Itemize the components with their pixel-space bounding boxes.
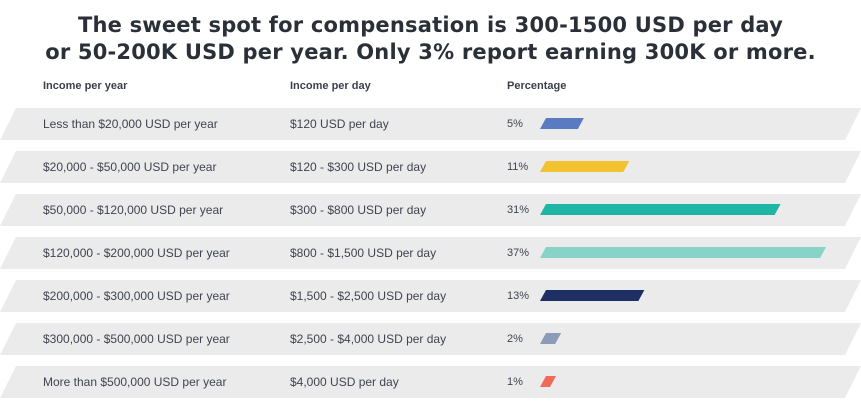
table-row: $200,000 - $300,000 USD per year $1,500 -… (0, 280, 861, 312)
row-band (0, 108, 861, 140)
row-background (0, 366, 861, 398)
income-per-day-cell: $300 - $800 USD per day (290, 203, 427, 217)
row-band (0, 280, 861, 312)
row-background (0, 151, 861, 183)
bar-shape (540, 204, 781, 215)
income-per-day-cell: $800 - $1,500 USD per day (290, 246, 437, 260)
row-background (0, 194, 861, 226)
row-band (0, 194, 861, 226)
bar-shape (540, 161, 630, 172)
percentage-label: 1% (507, 376, 523, 388)
income-per-year-cell: More than $500,000 USD per year (43, 375, 227, 389)
chart-title: The sweet spot for compensation is 300-1… (0, 12, 861, 66)
percentage-label: 31% (507, 204, 530, 216)
income-per-day-cell: $4,000 USD per day (290, 375, 399, 389)
percentage-label: 2% (507, 333, 523, 345)
chart-title-line-2: or 50-200K USD per year. Only 3% report … (45, 40, 816, 64)
percentage-bar (540, 333, 562, 344)
bar-shape (540, 247, 826, 258)
row-background (0, 237, 861, 269)
percentage-bar (540, 376, 556, 387)
table-row: More than $500,000 USD per year $4,000 US… (0, 366, 861, 398)
row-background (0, 280, 861, 312)
table-row: $120,000 - $200,000 USD per year $800 - $… (0, 237, 861, 269)
percentage-bar (540, 290, 645, 301)
bar-shape (540, 290, 645, 301)
income-per-day-cell: $2,500 - $4,000 USD per day (290, 332, 447, 346)
percentage-label: 11% (507, 161, 529, 173)
bar-shape (540, 376, 556, 387)
income-per-year-cell: Less than $20,000 USD per year (43, 117, 218, 131)
bar-shape (540, 333, 562, 344)
header-income-per-year: Income per year (43, 80, 128, 92)
income-per-year-cell: $120,000 - $200,000 USD per year (43, 246, 230, 260)
chart-title-line-1: The sweet spot for compensation is 300-1… (77, 13, 784, 37)
income-per-day-cell: $120 - $300 USD per day (290, 160, 427, 174)
table-row: $50,000 - $120,000 USD per year $300 - $8… (0, 194, 861, 226)
income-per-year-cell: $20,000 - $50,000 USD per year (43, 160, 217, 174)
row-band (0, 151, 861, 183)
percentage-label: 5% (507, 118, 523, 130)
table-row: $20,000 - $50,000 USD per year $120 - $30… (0, 151, 861, 183)
header-percentage: Percentage (507, 80, 567, 92)
header-income-per-day: Income per day (290, 80, 371, 92)
percentage-label: 13% (507, 290, 530, 302)
row-band (0, 366, 861, 398)
row-background (0, 108, 861, 140)
percentage-bar (540, 118, 584, 129)
percentage-bar (540, 204, 781, 215)
income-per-year-cell: $300,000 - $500,000 USD per year (43, 332, 230, 346)
percentage-label: 37% (507, 247, 530, 259)
row-band (0, 323, 861, 355)
row-background (0, 323, 861, 355)
table-row: Less than $20,000 USD per year $120 USD p… (0, 108, 861, 140)
table-row: $300,000 - $500,000 USD per year $2,500 -… (0, 323, 861, 355)
row-band (0, 237, 861, 269)
income-per-year-cell: $200,000 - $300,000 USD per year (43, 289, 230, 303)
percentage-bar (540, 161, 630, 172)
bar-shape (540, 118, 584, 129)
income-per-year-cell: $50,000 - $120,000 USD per year (43, 203, 224, 217)
percentage-bar (540, 247, 826, 258)
income-per-day-cell: $1,500 - $2,500 USD per day (290, 289, 447, 303)
income-per-day-cell: $120 USD per day (290, 117, 389, 131)
